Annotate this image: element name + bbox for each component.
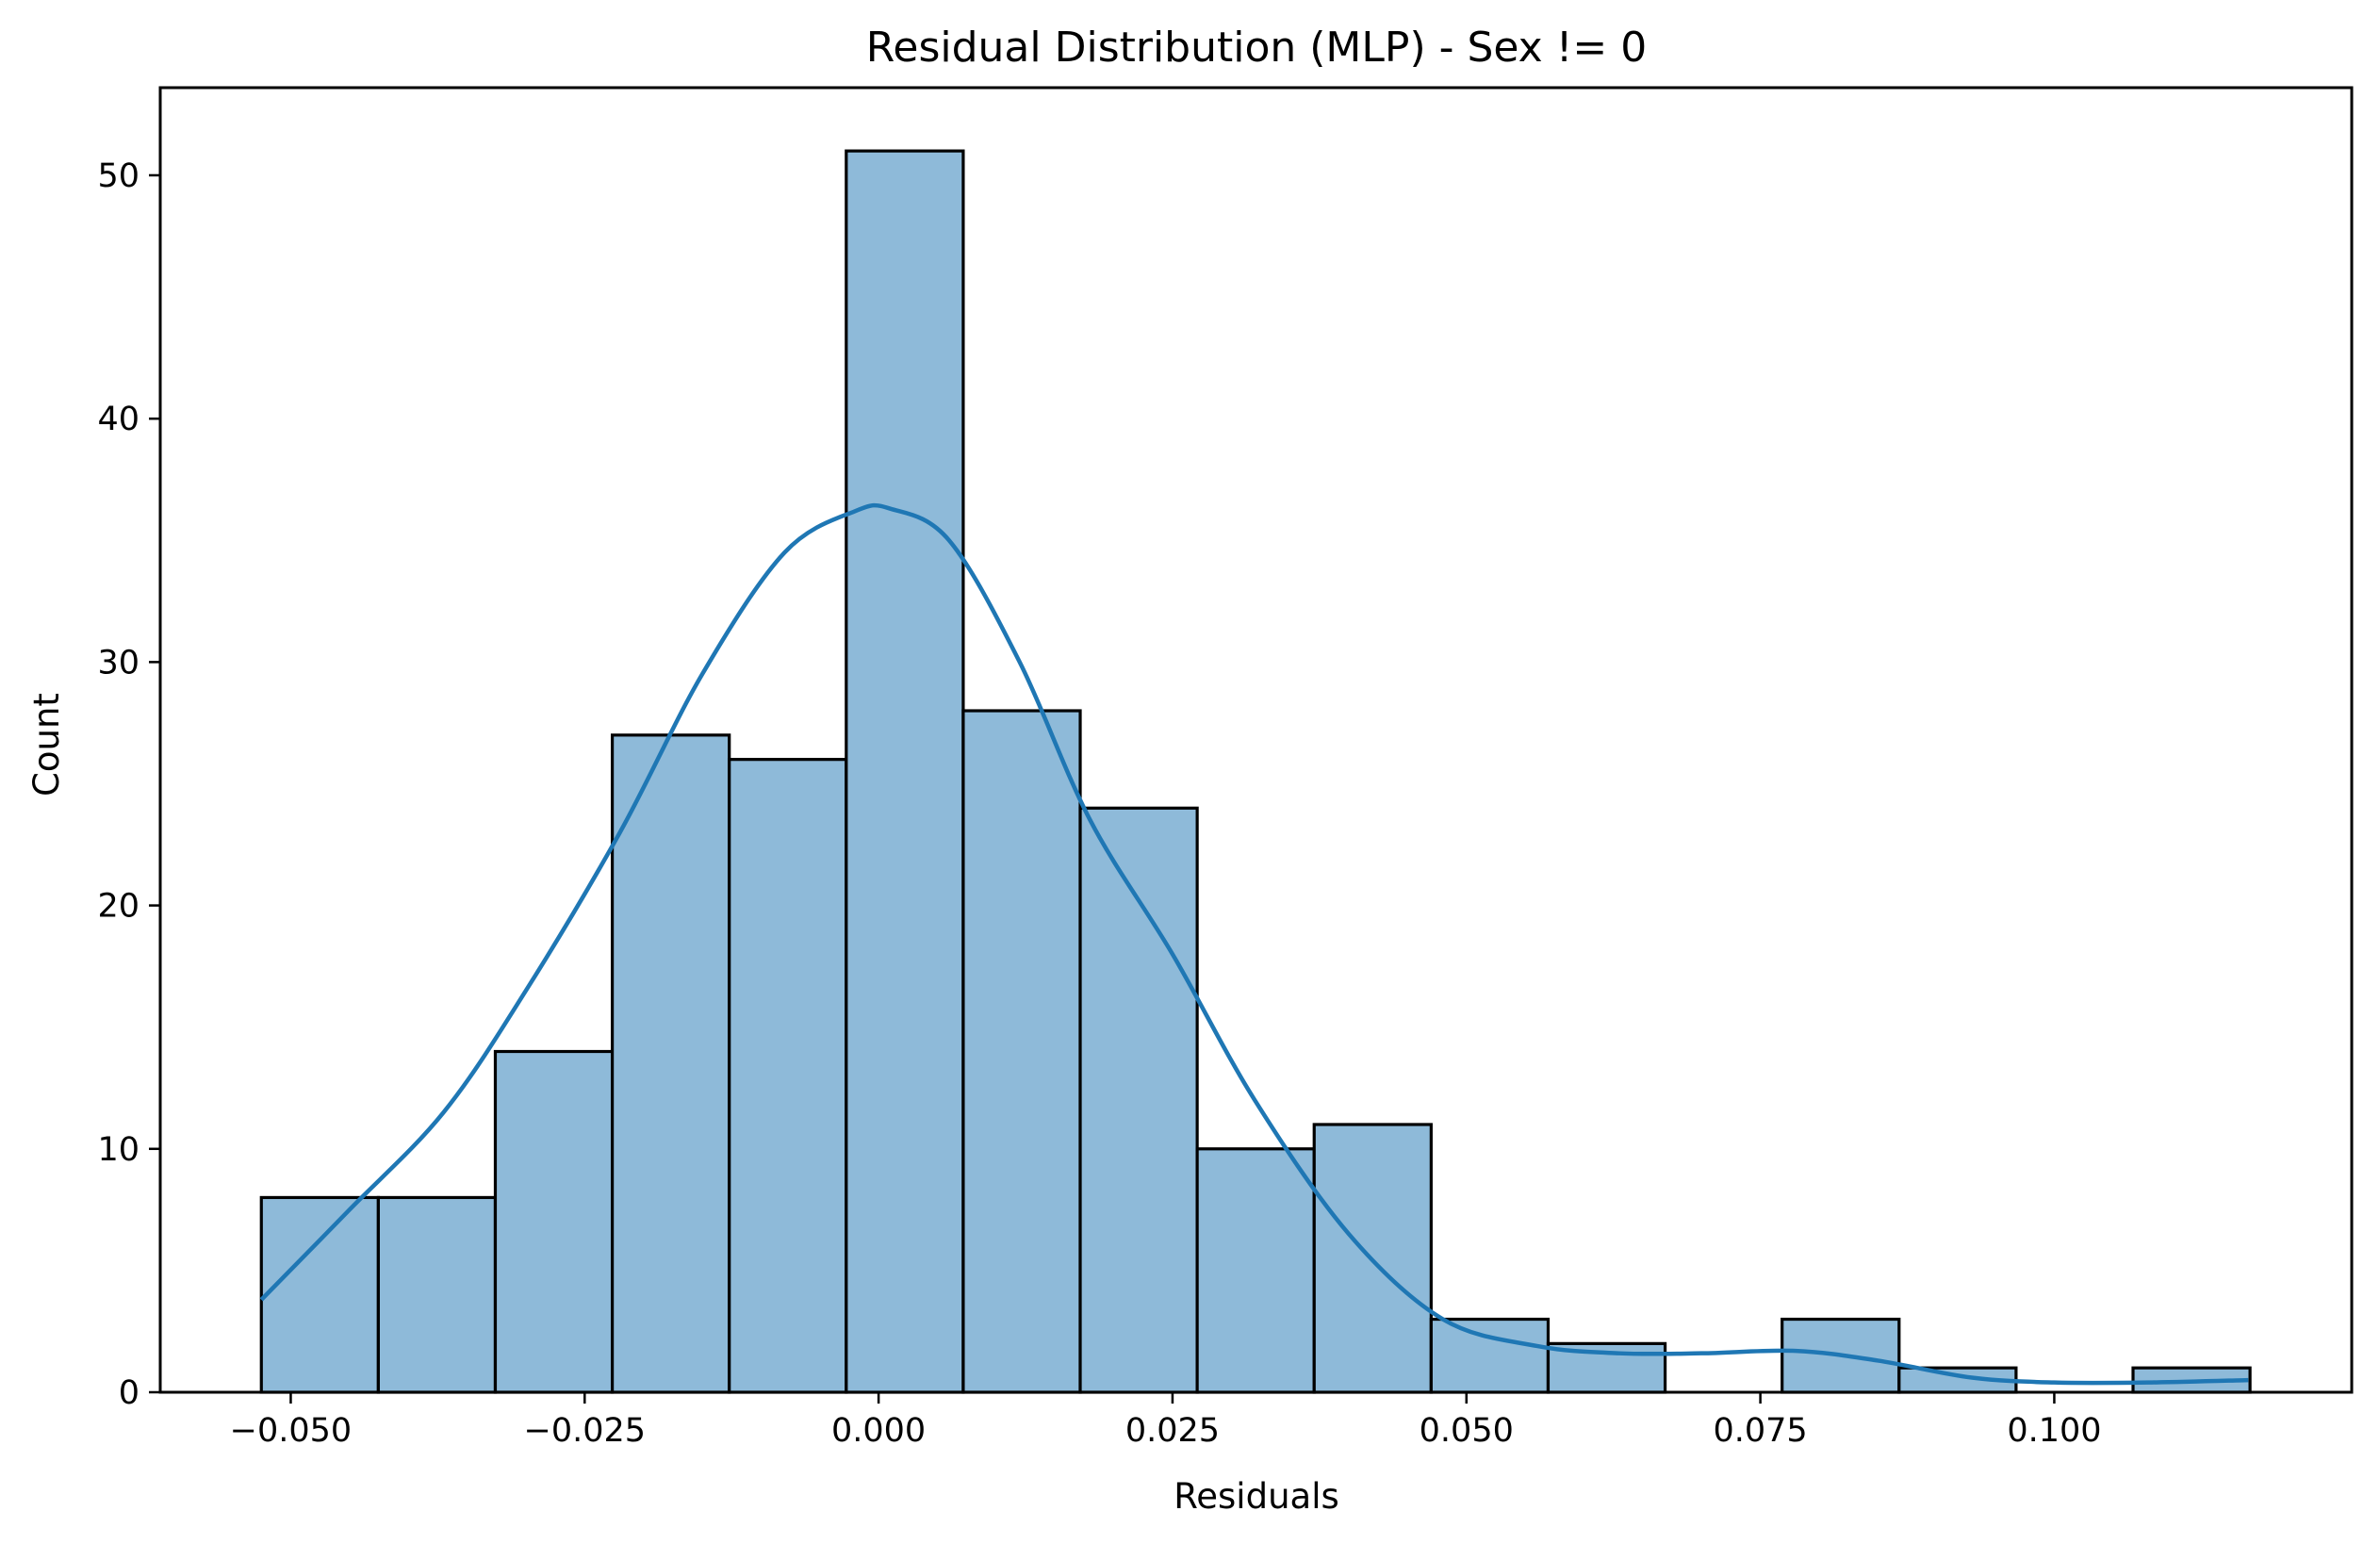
y-axis-label: Count [26, 693, 67, 797]
histogram-bar [845, 149, 965, 1394]
kde-curve [259, 502, 2249, 1386]
y-tick-label: 50 [97, 157, 140, 195]
y-axis-ticks: 0 10 20 30 40 50 [97, 157, 160, 1412]
x-axis-ticks: −0.050 −0.025 0.000 0.025 0.050 0.075 0.100 [230, 1392, 2102, 1450]
histogram-bar [1429, 1317, 1551, 1394]
y-tick-label: 0 [119, 1374, 140, 1412]
x-tick-label: 0.075 [1713, 1412, 1807, 1450]
histogram-bars [259, 149, 2252, 1394]
x-tick-label: 0.100 [2007, 1412, 2101, 1450]
x-tick-label: −0.025 [524, 1412, 647, 1450]
x-tick-label: 0.025 [1125, 1412, 1220, 1450]
histogram-bar [728, 758, 848, 1394]
histogram-bar [376, 1195, 498, 1394]
histogram-bar [259, 1195, 380, 1394]
chart-title: Residual Distribution (MLP) - Sex != 0 [866, 24, 1647, 72]
y-tick-label: 10 [97, 1131, 140, 1169]
y-tick-label: 40 [97, 401, 140, 438]
plot-frame [158, 86, 2354, 1394]
histogram-bar [1195, 1147, 1316, 1394]
x-tick-label: −0.050 [230, 1412, 353, 1450]
x-axis-label: Residuals [1174, 1476, 1339, 1517]
y-tick-label: 20 [97, 888, 140, 926]
x-tick-label: 0.000 [831, 1412, 926, 1450]
histogram-bar [961, 709, 1082, 1394]
histogram-bar [493, 1049, 615, 1394]
histogram-bar [1078, 806, 1199, 1394]
histogram-bar [610, 733, 731, 1394]
y-tick-label: 30 [97, 644, 140, 682]
x-tick-label: 0.050 [1420, 1412, 1514, 1450]
